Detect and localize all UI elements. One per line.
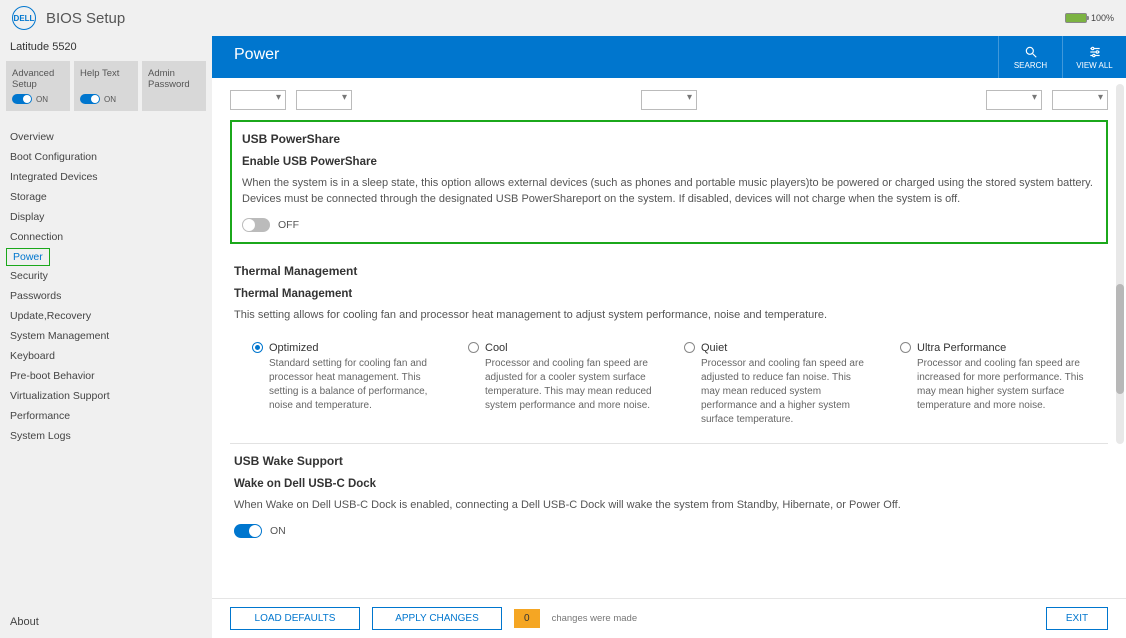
section-usb-powershare: USB PowerShare Enable USB PowerShare Whe… — [230, 120, 1108, 244]
page-header: Power SEARCH VIEW ALL — [212, 36, 1126, 78]
option-label: Quiet — [701, 342, 727, 354]
usb-powershare-switch[interactable] — [242, 218, 270, 232]
option-label: Ultra Performance — [917, 342, 1006, 354]
option-description: Processor and cooling fan speed are adju… — [684, 357, 870, 427]
scroll-area[interactable]: USB PowerShare Enable USB PowerShare Whe… — [212, 78, 1126, 598]
toggle-state: ON — [36, 95, 48, 104]
toggle-switch[interactable] — [80, 94, 100, 104]
scrollbar[interactable] — [1116, 84, 1124, 444]
section-description: When Wake on Dell USB-C Dock is enabled,… — [234, 498, 1104, 514]
section-title: USB PowerShare — [242, 132, 1096, 146]
nav-item-performance[interactable]: Performance — [0, 406, 212, 426]
section-subtitle: Enable USB PowerShare — [242, 156, 1096, 168]
option-description: Standard setting for cooling fan and pro… — [252, 357, 438, 413]
option-description: Processor and cooling fan speed are incr… — [900, 357, 1086, 413]
dell-logo: DELL — [12, 6, 36, 30]
apply-changes-button[interactable]: APPLY CHANGES — [372, 607, 502, 630]
nav-item-connection[interactable]: Connection — [0, 227, 212, 247]
viewall-label: VIEW ALL — [1076, 61, 1112, 70]
nav-item-update-recovery[interactable]: Update,Recovery — [0, 306, 212, 326]
search-icon — [1024, 45, 1038, 59]
radio-button[interactable] — [468, 342, 479, 353]
radio-button[interactable] — [900, 342, 911, 353]
thermal-option[interactable]: Cool Processor and cooling fan speed are … — [468, 342, 654, 427]
battery-icon — [1065, 13, 1087, 23]
option-description: Processor and cooling fan speed are adju… — [468, 357, 654, 413]
dropdown[interactable] — [1052, 90, 1108, 110]
section-description: When the system is in a sleep state, thi… — [242, 176, 1096, 208]
card-label: Admin Password — [148, 68, 200, 91]
app-title: BIOS Setup — [46, 10, 125, 27]
section-title: USB Wake Support — [234, 454, 1104, 468]
nav-item-system-logs[interactable]: System Logs — [0, 426, 212, 446]
dropdown[interactable] — [230, 90, 286, 110]
nav-item-power[interactable]: Power — [6, 248, 50, 266]
thermal-option[interactable]: Optimized Standard setting for cooling fa… — [252, 342, 438, 427]
changes-count-badge: 0 — [514, 609, 540, 628]
card-admin-password[interactable]: Admin Password — [142, 61, 206, 111]
section-usb-wake: USB Wake Support Wake on Dell USB-C Dock… — [230, 444, 1108, 554]
card-advanced-setup[interactable]: Advanced Setup ON — [6, 61, 70, 111]
switch-state-label: ON — [270, 525, 286, 537]
thermal-options-row: Optimized Standard setting for cooling fa… — [234, 334, 1104, 427]
card-label: Help Text — [80, 68, 132, 79]
page-title: Power — [212, 36, 998, 78]
switch-state-label: OFF — [278, 219, 299, 231]
toggle-state: ON — [104, 95, 116, 104]
dropdown[interactable] — [641, 90, 697, 110]
exit-button[interactable]: EXIT — [1046, 607, 1108, 630]
section-subtitle: Wake on Dell USB-C Dock — [234, 478, 1104, 490]
viewall-button[interactable]: VIEW ALL — [1062, 36, 1126, 78]
nav-item-pre-boot-behavior[interactable]: Pre-boot Behavior — [0, 366, 212, 386]
footer: LOAD DEFAULTS APPLY CHANGES 0 changes we… — [212, 598, 1126, 638]
thermal-option[interactable]: Ultra Performance Processor and cooling f… — [900, 342, 1086, 427]
content-area: Power SEARCH VIEW ALL — [212, 36, 1126, 638]
option-label: Optimized — [269, 342, 319, 354]
scrollbar-thumb[interactable] — [1116, 284, 1124, 394]
nav-item-security[interactable]: Security — [0, 266, 212, 286]
changes-text: changes were made — [552, 613, 638, 624]
usb-wake-switch[interactable] — [234, 524, 262, 538]
settings-icon — [1088, 45, 1102, 59]
nav-list: OverviewBoot ConfigurationIntegrated Dev… — [0, 121, 212, 452]
battery-percent: 100% — [1091, 13, 1114, 23]
radio-button[interactable] — [684, 342, 695, 353]
option-label: Cool — [485, 342, 508, 354]
section-thermal: Thermal Management Thermal Management Th… — [230, 254, 1108, 444]
nav-item-overview[interactable]: Overview — [0, 127, 212, 147]
toggle-switch[interactable] — [12, 94, 32, 104]
top-dropdown-row — [230, 78, 1108, 120]
device-name: Latitude 5520 — [0, 36, 212, 61]
thermal-option[interactable]: Quiet Processor and cooling fan speed are… — [684, 342, 870, 427]
nav-item-system-management[interactable]: System Management — [0, 326, 212, 346]
section-description: This setting allows for cooling fan and … — [234, 308, 1104, 324]
dropdown[interactable] — [296, 90, 352, 110]
dropdown[interactable] — [986, 90, 1042, 110]
nav-item-keyboard[interactable]: Keyboard — [0, 346, 212, 366]
section-title: Thermal Management — [234, 264, 1104, 278]
nav-item-integrated-devices[interactable]: Integrated Devices — [0, 167, 212, 187]
card-label: Advanced Setup — [12, 68, 64, 91]
battery-indicator: 100% — [1065, 13, 1114, 23]
radio-button[interactable] — [252, 342, 263, 353]
load-defaults-button[interactable]: LOAD DEFAULTS — [230, 607, 360, 630]
search-label: SEARCH — [1014, 61, 1047, 70]
nav-item-virtualization-support[interactable]: Virtualization Support — [0, 386, 212, 406]
section-subtitle: Thermal Management — [234, 288, 1104, 300]
nav-item-boot-configuration[interactable]: Boot Configuration — [0, 147, 212, 167]
about-link[interactable]: About — [0, 606, 212, 638]
toggle-cards-row: Advanced Setup ON Help Text ON Admin Pas… — [0, 61, 212, 121]
card-help-text[interactable]: Help Text ON — [74, 61, 138, 111]
nav-item-passwords[interactable]: Passwords — [0, 286, 212, 306]
search-button[interactable]: SEARCH — [998, 36, 1062, 78]
nav-item-display[interactable]: Display — [0, 207, 212, 227]
app-header: DELL BIOS Setup 100% — [0, 0, 1126, 36]
sidebar: Latitude 5520 Advanced Setup ON Help Tex… — [0, 36, 212, 638]
nav-item-storage[interactable]: Storage — [0, 187, 212, 207]
